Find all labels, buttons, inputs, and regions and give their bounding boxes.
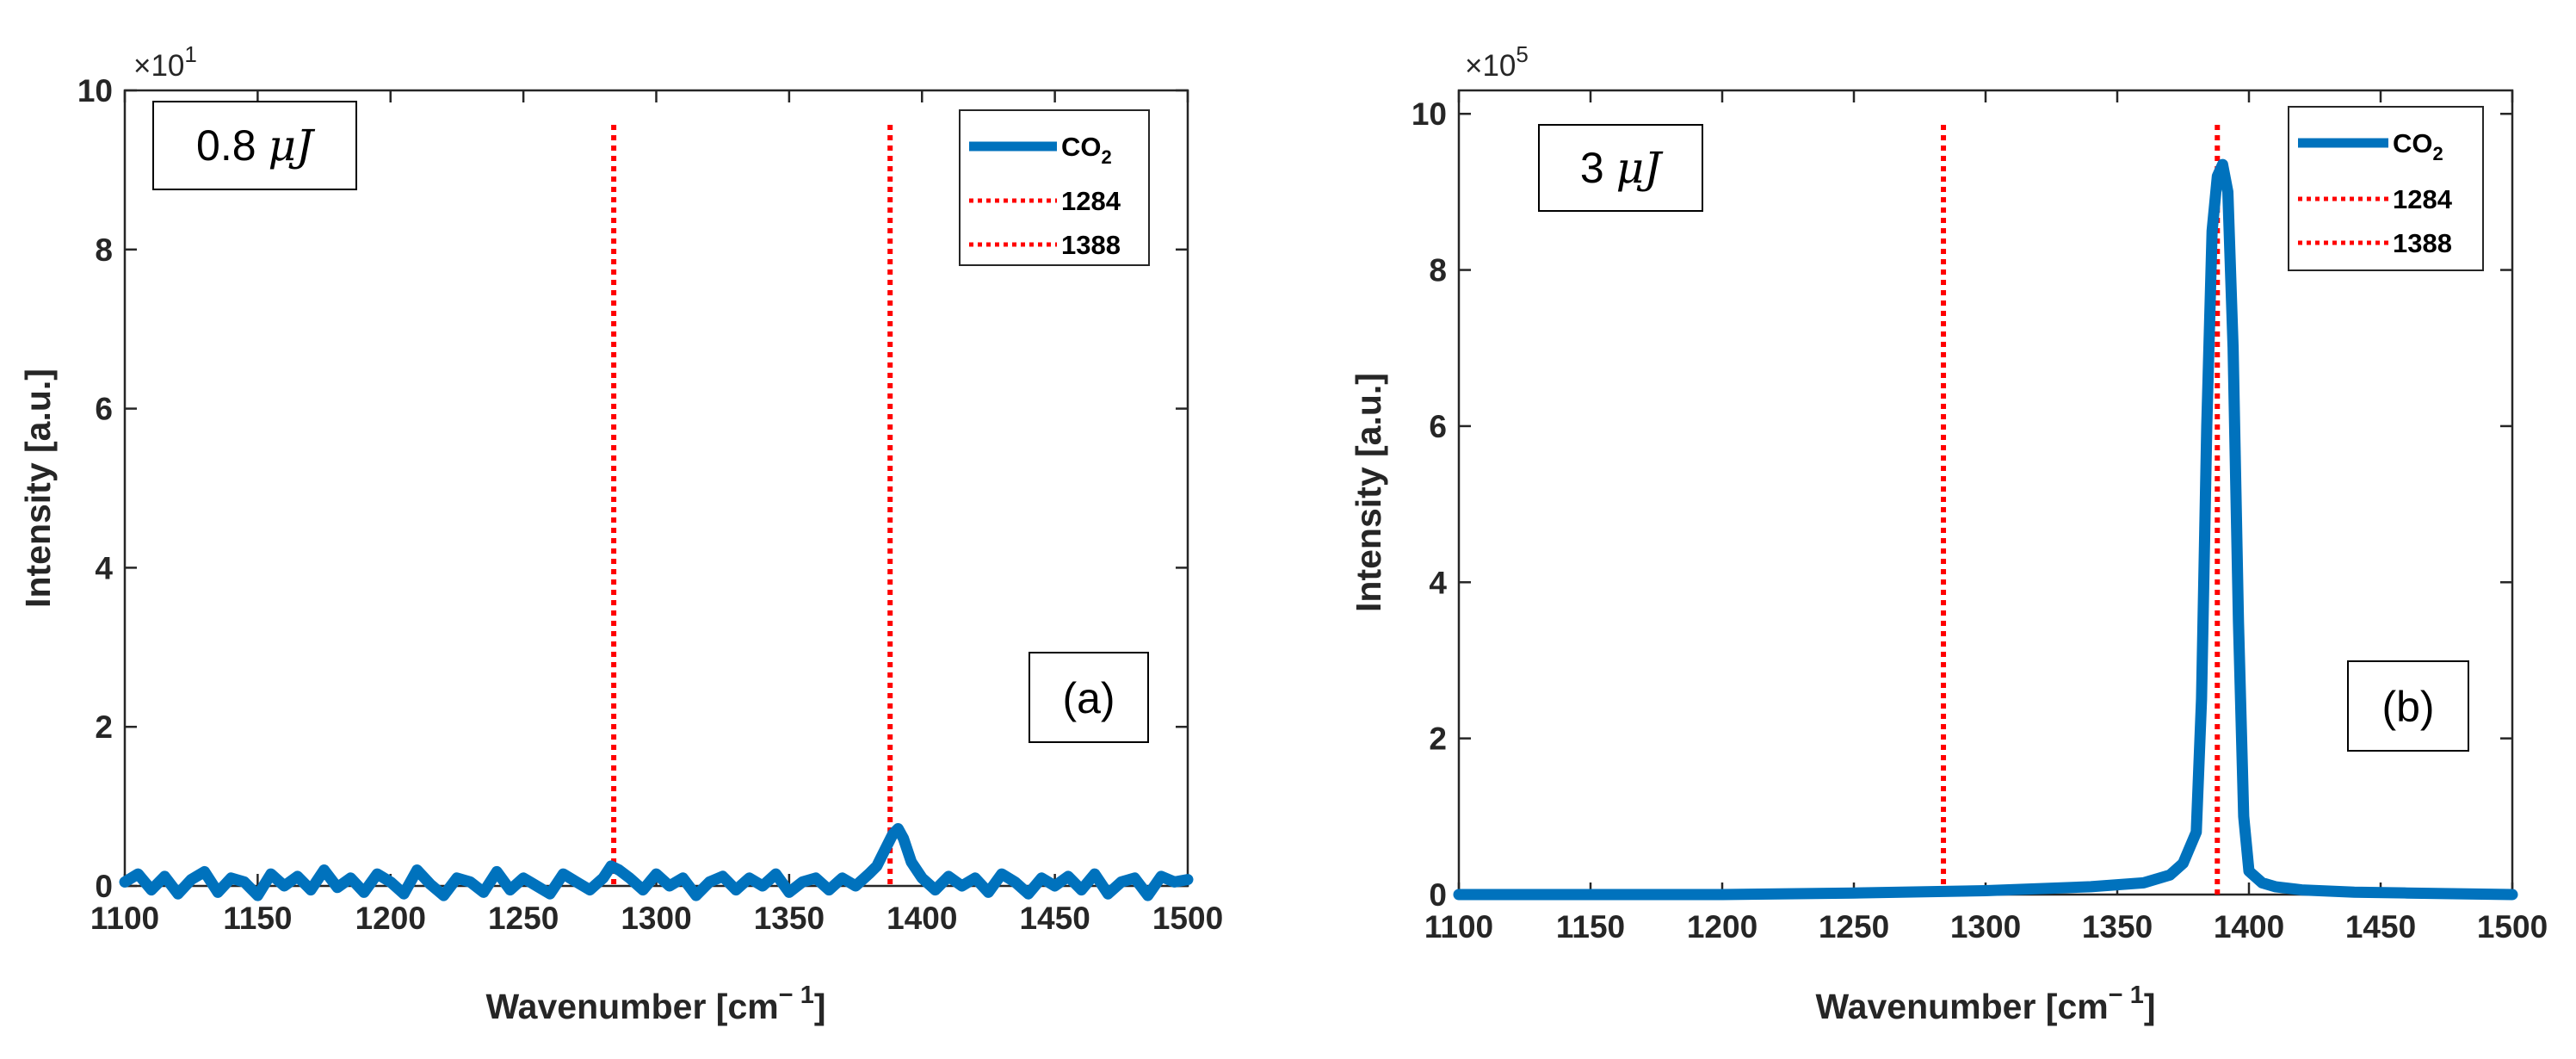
legend-label-1284-b: 1284	[2393, 184, 2453, 214]
x-axis-title-a: Wavenumber [cm− 1]	[485, 982, 825, 1026]
x-axis-title-b: Wavenumber [cm− 1]	[1815, 982, 2155, 1026]
y-tick-label-8-a: 8	[95, 232, 113, 268]
svg-text:0.8 μJ: 0.8 μJ	[196, 121, 316, 170]
svg-text:3 μJ: 3 μJ	[1580, 143, 1664, 193]
energy-annotation-a: 0.8 μJ	[152, 101, 357, 190]
x-tick-labels-a: 1100 1150 1200 1250 1300 1350 1400 1450 1500	[90, 901, 1223, 936]
x-tick-label-1200-b: 1200	[1687, 909, 1757, 944]
x-tick-label-1450-b: 1450	[2345, 909, 2416, 944]
axis-ticks-b	[1457, 90, 2514, 896]
y-tick-labels-a: 0 2 4 6 8 10	[77, 73, 114, 904]
y-tick-label-2-a: 2	[95, 709, 113, 745]
y-tick-label-0-b: 0	[1429, 877, 1447, 913]
legend-label-1388-a: 1388	[1061, 230, 1121, 260]
y-tick-label-4-b: 4	[1429, 565, 1447, 600]
y-tick-label-0-a: 0	[95, 869, 113, 904]
x-tick-label-1300-a: 1300	[621, 901, 691, 936]
x-tick-label-1300-b: 1300	[1950, 909, 2021, 944]
y-tick-label-6-b: 6	[1429, 409, 1447, 444]
x-tick-label-1500-a: 1500	[1152, 901, 1223, 936]
co2-series-line-b	[1453, 158, 2518, 901]
energy-annotation-b: 3 μJ	[1538, 124, 1703, 212]
panel-label-b: (b)	[2347, 660, 2469, 752]
panel-label-a: (a)	[1029, 652, 1149, 743]
y-tick-label-6-a: 6	[95, 392, 113, 427]
x-tick-label-1150-a: 1150	[223, 901, 292, 936]
y-tick-label-8-b: 8	[1429, 253, 1447, 288]
legend-label-co2-b: CO2	[2393, 128, 2443, 164]
y-tick-label-10-b: 10	[1412, 96, 1447, 132]
x-tick-label-1250-a: 1250	[488, 901, 559, 936]
legend-a: CO2 1284 1388	[959, 109, 1150, 266]
y-axis-title-b: Intensity [a.u.]	[1349, 373, 1388, 612]
co2-series-line-a	[119, 823, 1194, 901]
x-tick-label-1100-a: 1100	[90, 901, 159, 936]
y-tick-label-2-b: 2	[1429, 721, 1447, 757]
panel-a: 1100 1150 1200 1250 1300 1350 1400 1450 1500 0 2 4…	[18, 41, 1223, 1026]
x-tick-label-1200-a: 1200	[355, 901, 426, 936]
y-axis-title-a: Intensity [a.u.]	[18, 368, 58, 608]
x-tick-label-1400-b: 1400	[2214, 909, 2284, 944]
y-tick-label-10-a: 10	[77, 73, 113, 108]
legend-b: CO2 1284 1388	[2288, 106, 2484, 271]
x-tick-label-1500-b: 1500	[2477, 909, 2548, 944]
x-tick-label-1100-b: 1100	[1424, 909, 1493, 944]
x-tick-label-1250-b: 1250	[1819, 909, 1889, 944]
y-tick-labels-b: 0 2 4 6 8 10	[1412, 96, 1448, 913]
y-exponent-label-a: ×101	[133, 41, 197, 83]
reference-lines-b	[1941, 125, 2221, 895]
x-tick-label-1350-a: 1350	[754, 901, 825, 936]
y-exponent-label-b: ×105	[1465, 41, 1529, 83]
legend-label-1284-a: 1284	[1061, 186, 1121, 216]
legend-label-co2-a: CO2	[1061, 132, 1112, 168]
x-tick-label-1350-b: 1350	[2082, 909, 2153, 944]
x-tick-label-1450-a: 1450	[1019, 901, 1090, 936]
x-tick-labels-b: 1100 1150 1200 1250 1300 1350 1400 1450 1500	[1424, 909, 2548, 944]
x-tick-label-1150-b: 1150	[1556, 909, 1625, 944]
x-tick-label-1400-a: 1400	[886, 901, 957, 936]
panel-b: 1100 1150 1200 1250 1300 1350 1400 1450 1500 0 2 4…	[1349, 41, 2548, 1026]
svg-text:(b): (b)	[2381, 683, 2434, 731]
legend-label-1388-b: 1388	[2393, 228, 2452, 258]
reference-lines-a	[611, 125, 893, 886]
svg-text:(a): (a)	[1062, 674, 1115, 722]
y-tick-label-4-a: 4	[95, 550, 113, 585]
